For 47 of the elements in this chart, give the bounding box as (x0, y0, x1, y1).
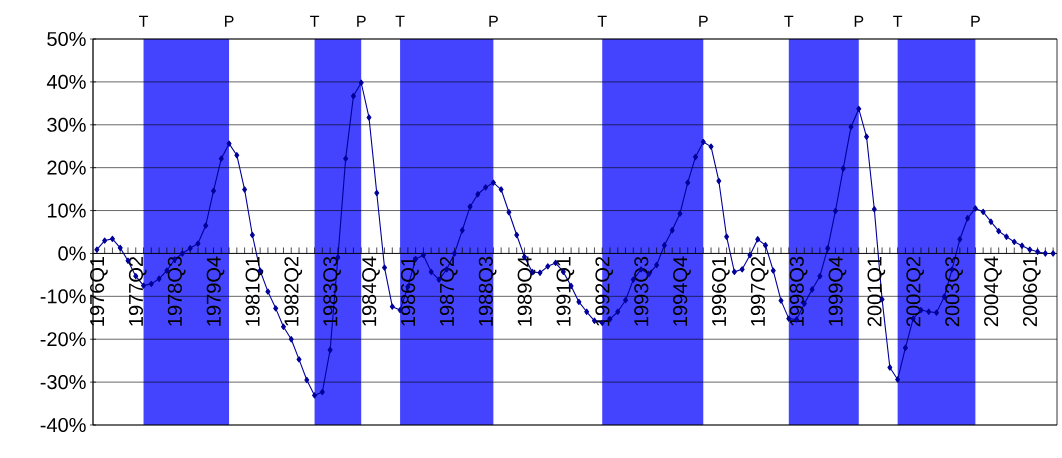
y-tick-label: 40% (46, 74, 86, 89)
x-tick-label: 1976Q1 (90, 256, 108, 326)
x-tick-label: 1979Q4 (206, 256, 225, 326)
y-tick-label: 50% (47, 31, 86, 47)
text: P (854, 15, 864, 27)
y-tick-label: -20% (40, 332, 86, 347)
x-tick-label: 2002Q2 (906, 257, 925, 327)
y-tick-label: 30% (47, 117, 86, 132)
x-tick-label: 1999Q4 (828, 256, 847, 326)
x-tick-label: 1984Q4 (362, 256, 380, 326)
x-tick-label: 1994Q4 (673, 256, 691, 326)
x-tick-label: 1986Q1 (401, 256, 419, 326)
text: P (225, 15, 234, 27)
x-tick-label: 1982Q2 (284, 257, 303, 326)
text: T (139, 15, 149, 27)
x-tick-label: 1978Q3 (167, 256, 186, 326)
x-tick-label: 1977Q2 (128, 257, 147, 326)
text: T (597, 15, 607, 27)
y-tick-label: 0% (58, 246, 86, 261)
x-tick-label: 2004Q4 (984, 256, 1002, 327)
x-tick-label: 1996Q1 (711, 256, 730, 326)
x-tick-label: 2003Q3 (945, 256, 963, 327)
text: T (310, 15, 320, 27)
y-tick-label: -30% (40, 375, 86, 390)
x-tick-label: 1998Q3 (789, 256, 808, 326)
x-tick-label: 1987Q2 (439, 257, 458, 326)
x-tick-label: 1983Q3 (323, 256, 341, 326)
x-tick-label: 1981Q1 (245, 256, 264, 326)
y-tick-label: -10% (40, 289, 86, 304)
text: P (699, 15, 708, 27)
x-tick-label: 1989Q4 (517, 256, 536, 326)
text: P (971, 15, 980, 27)
x-tick-label: 2006Q1 (1022, 256, 1041, 327)
text: T (784, 15, 794, 27)
text: T (893, 15, 903, 27)
text: T (395, 15, 405, 27)
x-tick-label: 1991Q1 (556, 256, 575, 326)
x-tick-label: 1988Q3 (478, 256, 497, 326)
y-tick-label: -40% (40, 417, 86, 433)
y-tick-label: 10% (47, 203, 86, 218)
x-tick-label: 2001Q1 (867, 256, 886, 327)
text: P (357, 15, 366, 27)
x-tick-label: 1992Q2 (595, 257, 614, 326)
y-tick-label: 20% (47, 160, 86, 175)
x-tick-label: 1993Q3 (634, 256, 652, 326)
text: P (489, 15, 498, 27)
x-tick-label: 1997Q2 (750, 257, 769, 326)
